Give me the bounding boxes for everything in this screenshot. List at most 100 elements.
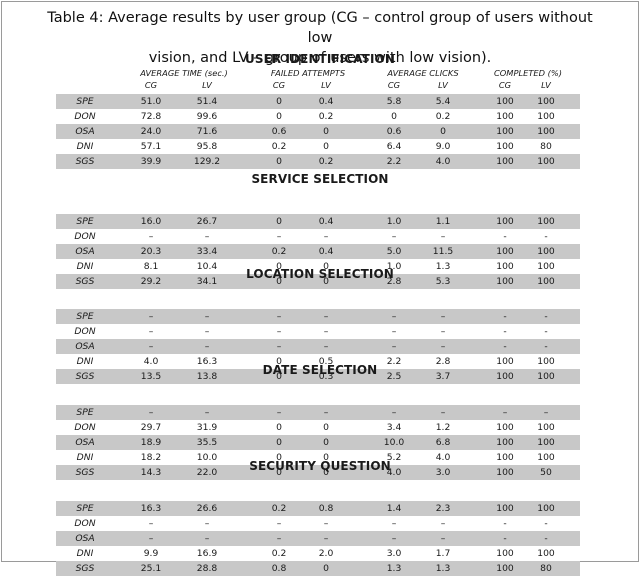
clicks-cg-cell: 1.0	[386, 261, 402, 272]
clicks-lv-cell: 4.0	[435, 452, 451, 463]
failed-cg-cell: –	[276, 518, 282, 529]
completed-header: COMPLETED (%)	[493, 68, 563, 78]
avg-time-lv-cell: –	[204, 326, 210, 337]
clicks-cg-cell: –	[391, 311, 397, 322]
row-label: SPE	[76, 503, 94, 514]
avg-time-lv-cell: –	[204, 407, 210, 418]
cg-header: CG	[144, 80, 158, 90]
clicks-cg-cell: –	[391, 518, 397, 529]
failed-lv-cell: –	[323, 231, 329, 242]
failed-lv-cell: 0.4	[318, 216, 334, 227]
avg-time-cg-cell: 8.1	[143, 261, 159, 272]
failed-lv-cell: –	[323, 518, 329, 529]
completed-cg-cell: 100	[496, 276, 514, 287]
table-row: DON – – – – – – - -	[56, 324, 580, 339]
clicks-lv-cell: 5.4	[435, 96, 451, 107]
avg-time-cg-cell: –	[148, 341, 154, 352]
avg-time-cg-cell: 39.9	[140, 156, 162, 167]
clicks-cg-cell: 6.4	[386, 141, 402, 152]
completed-cg-cell: 100	[496, 437, 514, 448]
failed-cg-cell: –	[276, 341, 282, 352]
table-row: SGS 25.1 28.8 0.8 0 1.3 1.3 100 80	[56, 561, 580, 576]
section-title: SERVICE SELECTION	[251, 172, 389, 186]
row-label: SGS	[75, 156, 95, 167]
avg-time-lv-cell: 33.4	[196, 246, 218, 257]
clicks-lv-cell: 3.0	[435, 467, 451, 478]
clicks-cg-cell: –	[391, 326, 397, 337]
row-label: OSA	[75, 126, 95, 137]
avg-time-cg-cell: 18.9	[140, 437, 162, 448]
clicks-cg-cell: 4.0	[386, 467, 402, 478]
completed-lv-cell: 100	[537, 156, 555, 167]
clicks-lv-cell: –	[440, 533, 446, 544]
avg-time-cg-cell: 16.3	[140, 503, 162, 514]
clicks-cg-cell: 0.6	[386, 126, 402, 137]
clicks-lv-cell: 0.2	[435, 111, 451, 122]
failed-cg-cell: 0.6	[271, 126, 287, 137]
avg-time-lv-cell: 16.3	[196, 356, 218, 367]
avg-time-cg-cell: 4.0	[143, 356, 159, 367]
failed-cg-cell: 0	[276, 261, 282, 272]
table-row: DNI 9.9 16.9 0.2 2.0 3.0 1.7 100 100	[56, 546, 580, 561]
completed-lv-cell: 100	[537, 96, 555, 107]
avg-time-cg-cell: 9.9	[143, 548, 159, 559]
completed-cg-cell: 100	[496, 111, 514, 122]
clicks-lv-cell: 0	[440, 126, 446, 137]
avg-time-cg-cell: –	[148, 518, 154, 529]
avg-time-lv-cell: 31.9	[196, 422, 218, 433]
avg-time-lv-cell: 34.1	[196, 276, 218, 287]
table-row: SPE 51.0 51.4 0 0.4 5.8 5.4 100 100	[56, 94, 580, 109]
failed-lv-cell: 0	[323, 141, 329, 152]
completed-lv-cell: 100	[537, 111, 555, 122]
row-label: SPE	[76, 407, 94, 418]
avg-time-cg-cell: –	[148, 407, 154, 418]
failed-cg-cell: 0.2	[271, 503, 287, 514]
clicks-lv-cell: 1.3	[435, 261, 451, 272]
row-label: SPE	[76, 216, 94, 227]
completed-lv-cell: 100	[537, 452, 555, 463]
failed-lv-cell: –	[323, 311, 329, 322]
failed-lv-cell: –	[323, 341, 329, 352]
clicks-lv-cell: 9.0	[435, 141, 451, 152]
avg-time-lv-cell: –	[204, 311, 210, 322]
clicks-cg-cell: 5.8	[386, 96, 402, 107]
table-row: OSA 24.0 71.6 0.6 0 0.6 0 100 100	[56, 124, 580, 139]
clicks-lv-cell: 1.1	[435, 216, 451, 227]
completed-cg-cell: -	[503, 518, 507, 529]
table-row: SPE 16.0 26.7 0 0.4 1.0 1.1 100 100	[56, 214, 580, 229]
clicks-cg-cell: 2.2	[386, 356, 402, 367]
failed-lv-cell: 0	[323, 452, 329, 463]
table-row: DNI 8.1 10.4 0 0 1.0 1.3 100 100	[56, 259, 580, 274]
avg-clicks-header: AVERAGE CLICKS	[387, 68, 459, 78]
avg-time-lv-cell: 35.5	[196, 437, 218, 448]
failed-cg-cell: –	[276, 407, 282, 418]
completed-cg-cell: 100	[496, 563, 514, 574]
completed-lv-cell: –	[543, 407, 549, 418]
section-title: LOCATION SELECTION	[246, 267, 394, 281]
table-row: SPE – – – – – – - -	[56, 309, 580, 324]
row-label: DNI	[76, 261, 94, 272]
caption-line-1: Table 4: Average results by user group (…	[47, 10, 593, 46]
cg-header: CG	[498, 80, 512, 90]
table-row: DON – – – – – – - -	[56, 516, 580, 531]
completed-lv-cell: 100	[537, 371, 555, 382]
table-row: DON – – – – – – - -	[56, 229, 580, 244]
row-label: DON	[74, 111, 96, 122]
failed-lv-cell: 0.5	[318, 356, 334, 367]
lv-header: LV	[438, 80, 448, 90]
completed-lv-cell: 100	[537, 261, 555, 272]
clicks-cg-cell: 5.2	[386, 452, 402, 463]
row-label: SGS	[75, 371, 95, 382]
avg-time-cg-cell: –	[148, 326, 154, 337]
section-title: USER IDENTIFICATION	[245, 52, 395, 66]
row-label: OSA	[75, 246, 95, 257]
clicks-cg-cell: 3.0	[386, 548, 402, 559]
completed-lv-cell: 80	[540, 141, 552, 152]
failed-lv-cell: 0.4	[318, 246, 334, 257]
clicks-lv-cell: –	[440, 326, 446, 337]
completed-cg-cell: 100	[496, 126, 514, 137]
completed-cg-cell: 100	[496, 548, 514, 559]
failed-attempts-header: FAILED ATTEMPTS	[270, 68, 346, 78]
avg-time-header: AVERAGE TIME (sec.)	[140, 68, 228, 78]
clicks-lv-cell: –	[440, 407, 446, 418]
